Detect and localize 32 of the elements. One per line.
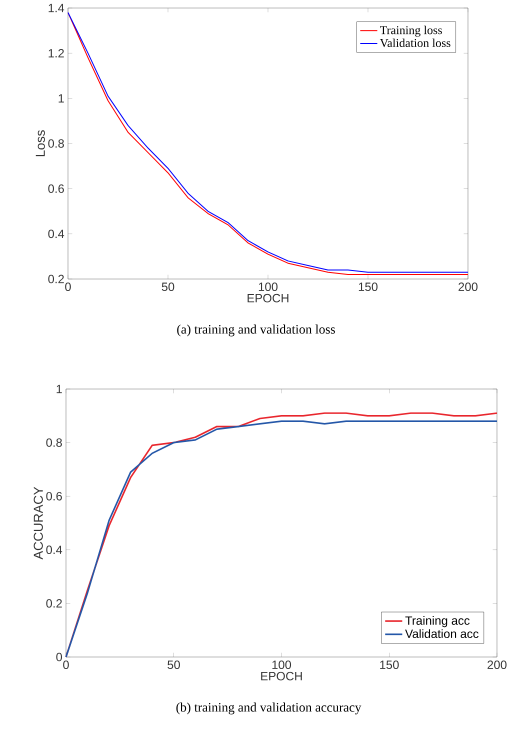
x-axis-title: EPOCH [248, 294, 288, 302]
y-tick-label: 0 [56, 652, 62, 662]
y-tick-label: 0.2 [48, 274, 64, 284]
y-tick-label: 0.4 [48, 230, 64, 238]
text: (a) training and validation loss [177, 324, 335, 336]
x-tick-label: 50 [168, 660, 180, 670]
x-tick-label: 150 [358, 282, 378, 292]
x-tick-label: 150 [380, 660, 399, 670]
y-tick-label: 1.4 [48, 4, 64, 12]
y-tick-label: 0.8 [46, 438, 62, 447]
x-tick-label: 50 [162, 282, 174, 292]
y-axis-title: Loss [36, 130, 45, 156]
text: (b) training and validation accuracy [176, 702, 362, 714]
x-tick-label: 100 [258, 282, 278, 292]
y-tick-label: 1 [56, 384, 62, 394]
legend-label: Training loss [380, 26, 442, 37]
x-tick-label: 200 [458, 282, 478, 292]
y-tick-label: 0.2 [46, 599, 62, 608]
y-tick-label: 0.4 [46, 546, 62, 554]
legend-label: Training acc [405, 616, 470, 628]
legend-label: Validation loss [380, 38, 450, 48]
y-tick-label: 1 [58, 94, 64, 102]
x-tick-label: 0 [65, 282, 71, 292]
x-tick-label: 100 [272, 660, 292, 670]
y-tick-label: 0.8 [48, 139, 64, 148]
x-axis-title: EPOCH [261, 672, 302, 680]
legend-label: Validation acc [405, 629, 479, 638]
y-axis-title: ACCURACY [34, 486, 43, 560]
y-tick-label: 0.6 [46, 492, 62, 500]
y-tick-label: 1.2 [48, 48, 64, 58]
x-tick-label: 200 [488, 660, 507, 670]
y-tick-label: 0.6 [48, 184, 64, 193]
